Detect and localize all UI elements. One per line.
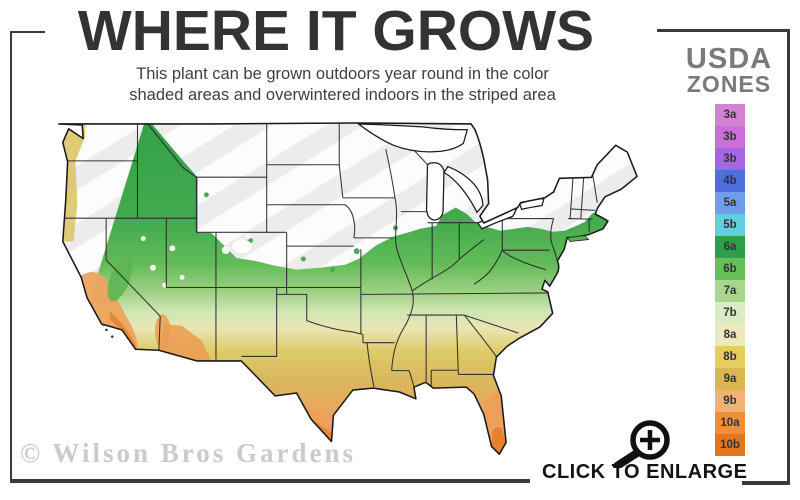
frame-border-bottom-right: [742, 481, 790, 485]
legend-zone-7a-8: 7a: [715, 280, 745, 302]
click-to-enlarge-label[interactable]: CLICK TO ENLARGE: [542, 461, 748, 483]
legend-zone-5b-5: 5b: [715, 214, 745, 236]
page-title: WHERE IT GROWS: [77, 0, 595, 63]
us-zone-map-svg[interactable]: [56, 122, 638, 460]
frame-border-top-left: [10, 31, 45, 33]
frame-border-bottom-left: [10, 479, 530, 483]
legend-zone-3b-2: 3b: [715, 148, 745, 170]
legend-title-line1: USDA: [685, 43, 773, 75]
arizona-orange: [158, 324, 212, 361]
long-island: [566, 235, 590, 242]
legend-zone-8a-10: 8a: [715, 324, 745, 346]
legend-zone-9b-13: 9b: [715, 390, 745, 412]
magnifier-icon[interactable]: [605, 416, 685, 468]
legend-zone-5a-4: 5a: [715, 192, 745, 214]
state-boundaries: [61, 122, 598, 388]
lake-michigan: [425, 162, 445, 221]
legend-zone-7b-9: 7b: [715, 302, 745, 324]
us-zone-map[interactable]: [56, 122, 638, 460]
nw-coast-strip: [60, 122, 86, 242]
magnifier-lens: [630, 420, 670, 460]
legend-zone-6a-6: 6a: [715, 236, 745, 258]
frame-border-left: [10, 31, 12, 483]
legend-zone-10a-14: 10a: [715, 412, 745, 434]
legend-zone-3b-1: 3b: [715, 126, 745, 148]
legend-zone-8b-11: 8b: [715, 346, 745, 368]
sierra-green: [107, 257, 133, 302]
subtitle: This plant can be grown outdoors year ro…: [70, 64, 615, 106]
watermark: © Wilson Bros Gardens: [20, 438, 356, 468]
frame-border-top-right: [657, 29, 790, 32]
legend-zone-9a-12: 9a: [715, 368, 745, 390]
legend-zone-6b-7: 6b: [715, 258, 745, 280]
legend-title-line2: ZONES: [686, 71, 772, 97]
legend-zone-10b-15: 10b: [715, 434, 745, 456]
great-lakes: [356, 123, 545, 230]
lake-huron: [443, 165, 484, 214]
legend-zone-4b-3: 4b: [715, 170, 745, 192]
us-outline: [58, 122, 638, 455]
usda-zones-legend: 3a 3b 3b 4b 5a 5b 6a 6b 7a 7b 8a 8b 9a 9b 10a 10b: [715, 104, 745, 456]
legend-title: USDA ZONES: [676, 44, 782, 96]
legend-zone-3a-0: 3a: [715, 104, 745, 126]
frame-border-right: [787, 29, 790, 485]
channel-islands: [102, 323, 114, 338]
subtitle-line1: This plant can be grown outdoors year ro…: [136, 65, 549, 83]
magnifier-handle: [613, 449, 641, 468]
map-fill-layers: [58, 122, 638, 455]
subtitle-line2: shaded areas and overwintered indoors in…: [129, 86, 556, 104]
colorado-river-orange: [154, 314, 171, 350]
lake-superior: [356, 123, 469, 153]
